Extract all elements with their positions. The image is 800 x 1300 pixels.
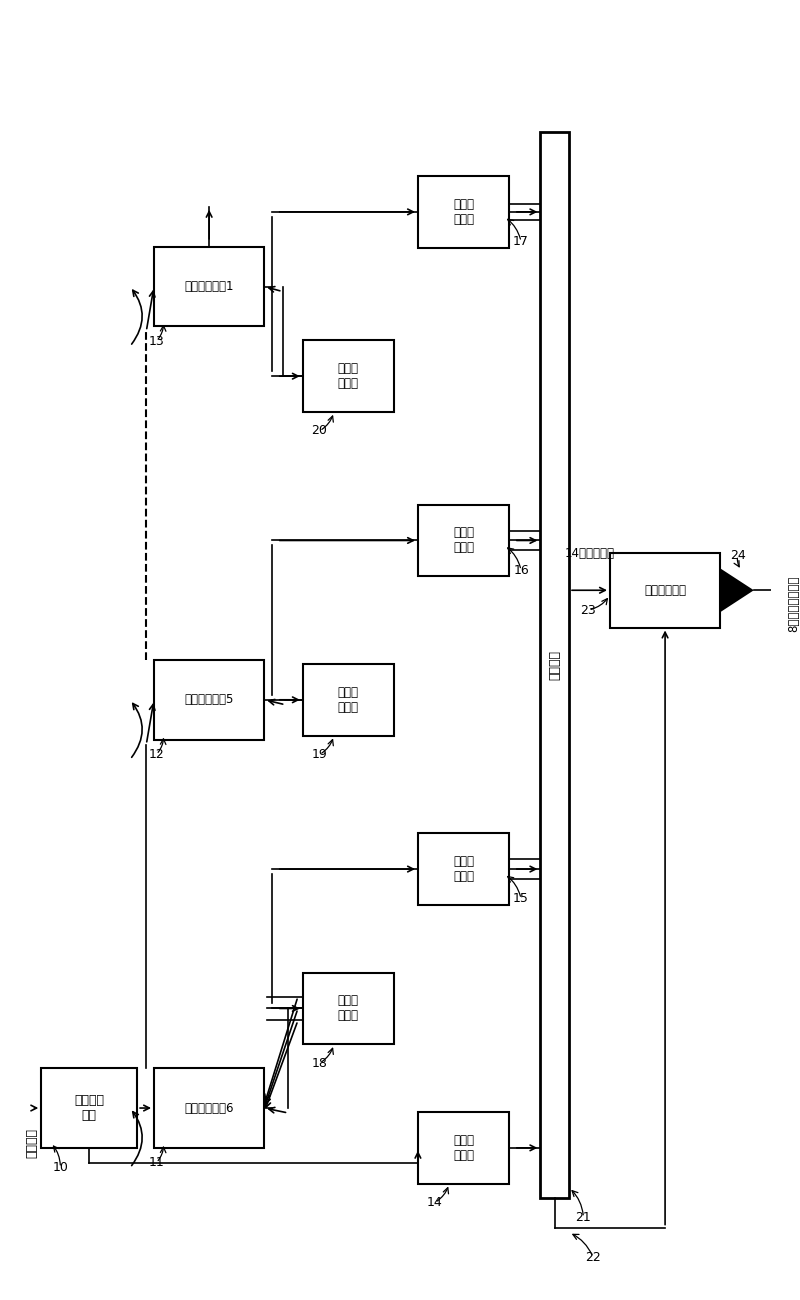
- Text: 模拟输入: 模拟输入: [25, 1128, 38, 1158]
- Text: 14: 14: [427, 1196, 442, 1209]
- Text: 12: 12: [149, 747, 164, 760]
- Bar: [302, 664, 394, 736]
- Text: 17: 17: [513, 235, 529, 248]
- Text: 采样保持
电路: 采样保持 电路: [74, 1095, 104, 1122]
- Text: 子模数
转换器: 子模数 转换器: [453, 1134, 474, 1162]
- Text: 同步电路: 同步电路: [548, 650, 561, 680]
- Bar: [154, 660, 264, 740]
- Text: 13: 13: [149, 335, 164, 348]
- Text: 余量增益电路1: 余量增益电路1: [184, 280, 234, 292]
- Text: 24: 24: [730, 549, 746, 562]
- Bar: [418, 504, 509, 576]
- Text: 15: 15: [513, 892, 529, 905]
- Text: 19: 19: [312, 747, 327, 760]
- Text: 20: 20: [311, 424, 327, 437]
- Bar: [154, 1069, 264, 1148]
- Text: 22: 22: [586, 1251, 601, 1264]
- Text: 21: 21: [576, 1212, 591, 1225]
- Text: 子模数
转换器: 子模数 转换器: [453, 855, 474, 883]
- Text: 16: 16: [514, 564, 529, 577]
- Text: 子模数
转换器: 子模数 转换器: [453, 526, 474, 555]
- Bar: [418, 176, 509, 248]
- Text: 子数模
转换器: 子数模 转换器: [338, 994, 359, 1023]
- Text: 23: 23: [581, 603, 596, 616]
- Bar: [41, 1069, 137, 1148]
- Text: 11: 11: [149, 1156, 164, 1169]
- Text: 子模数
转换器: 子模数 转换器: [453, 198, 474, 226]
- Bar: [418, 833, 509, 905]
- Bar: [302, 341, 394, 412]
- Text: 8位量化数字输出: 8位量化数字输出: [787, 576, 800, 632]
- Bar: [418, 1112, 509, 1184]
- Bar: [154, 247, 264, 326]
- Bar: [610, 552, 720, 628]
- Text: 10: 10: [53, 1161, 68, 1174]
- Polygon shape: [720, 568, 754, 612]
- Text: 子数模
转换器: 子数模 转换器: [338, 686, 359, 714]
- Bar: [540, 133, 569, 1197]
- Text: 数字校正电路: 数字校正电路: [644, 584, 686, 597]
- Text: 子数模
转换器: 子数模 转换器: [338, 363, 359, 390]
- Text: 余量增益电路6: 余量增益电路6: [184, 1101, 234, 1114]
- Text: 余量增益电路5: 余量增益电路5: [185, 693, 234, 706]
- Text: 14位同步数据: 14位同步数据: [565, 547, 614, 560]
- Text: 18: 18: [311, 1057, 327, 1070]
- Bar: [302, 972, 394, 1044]
